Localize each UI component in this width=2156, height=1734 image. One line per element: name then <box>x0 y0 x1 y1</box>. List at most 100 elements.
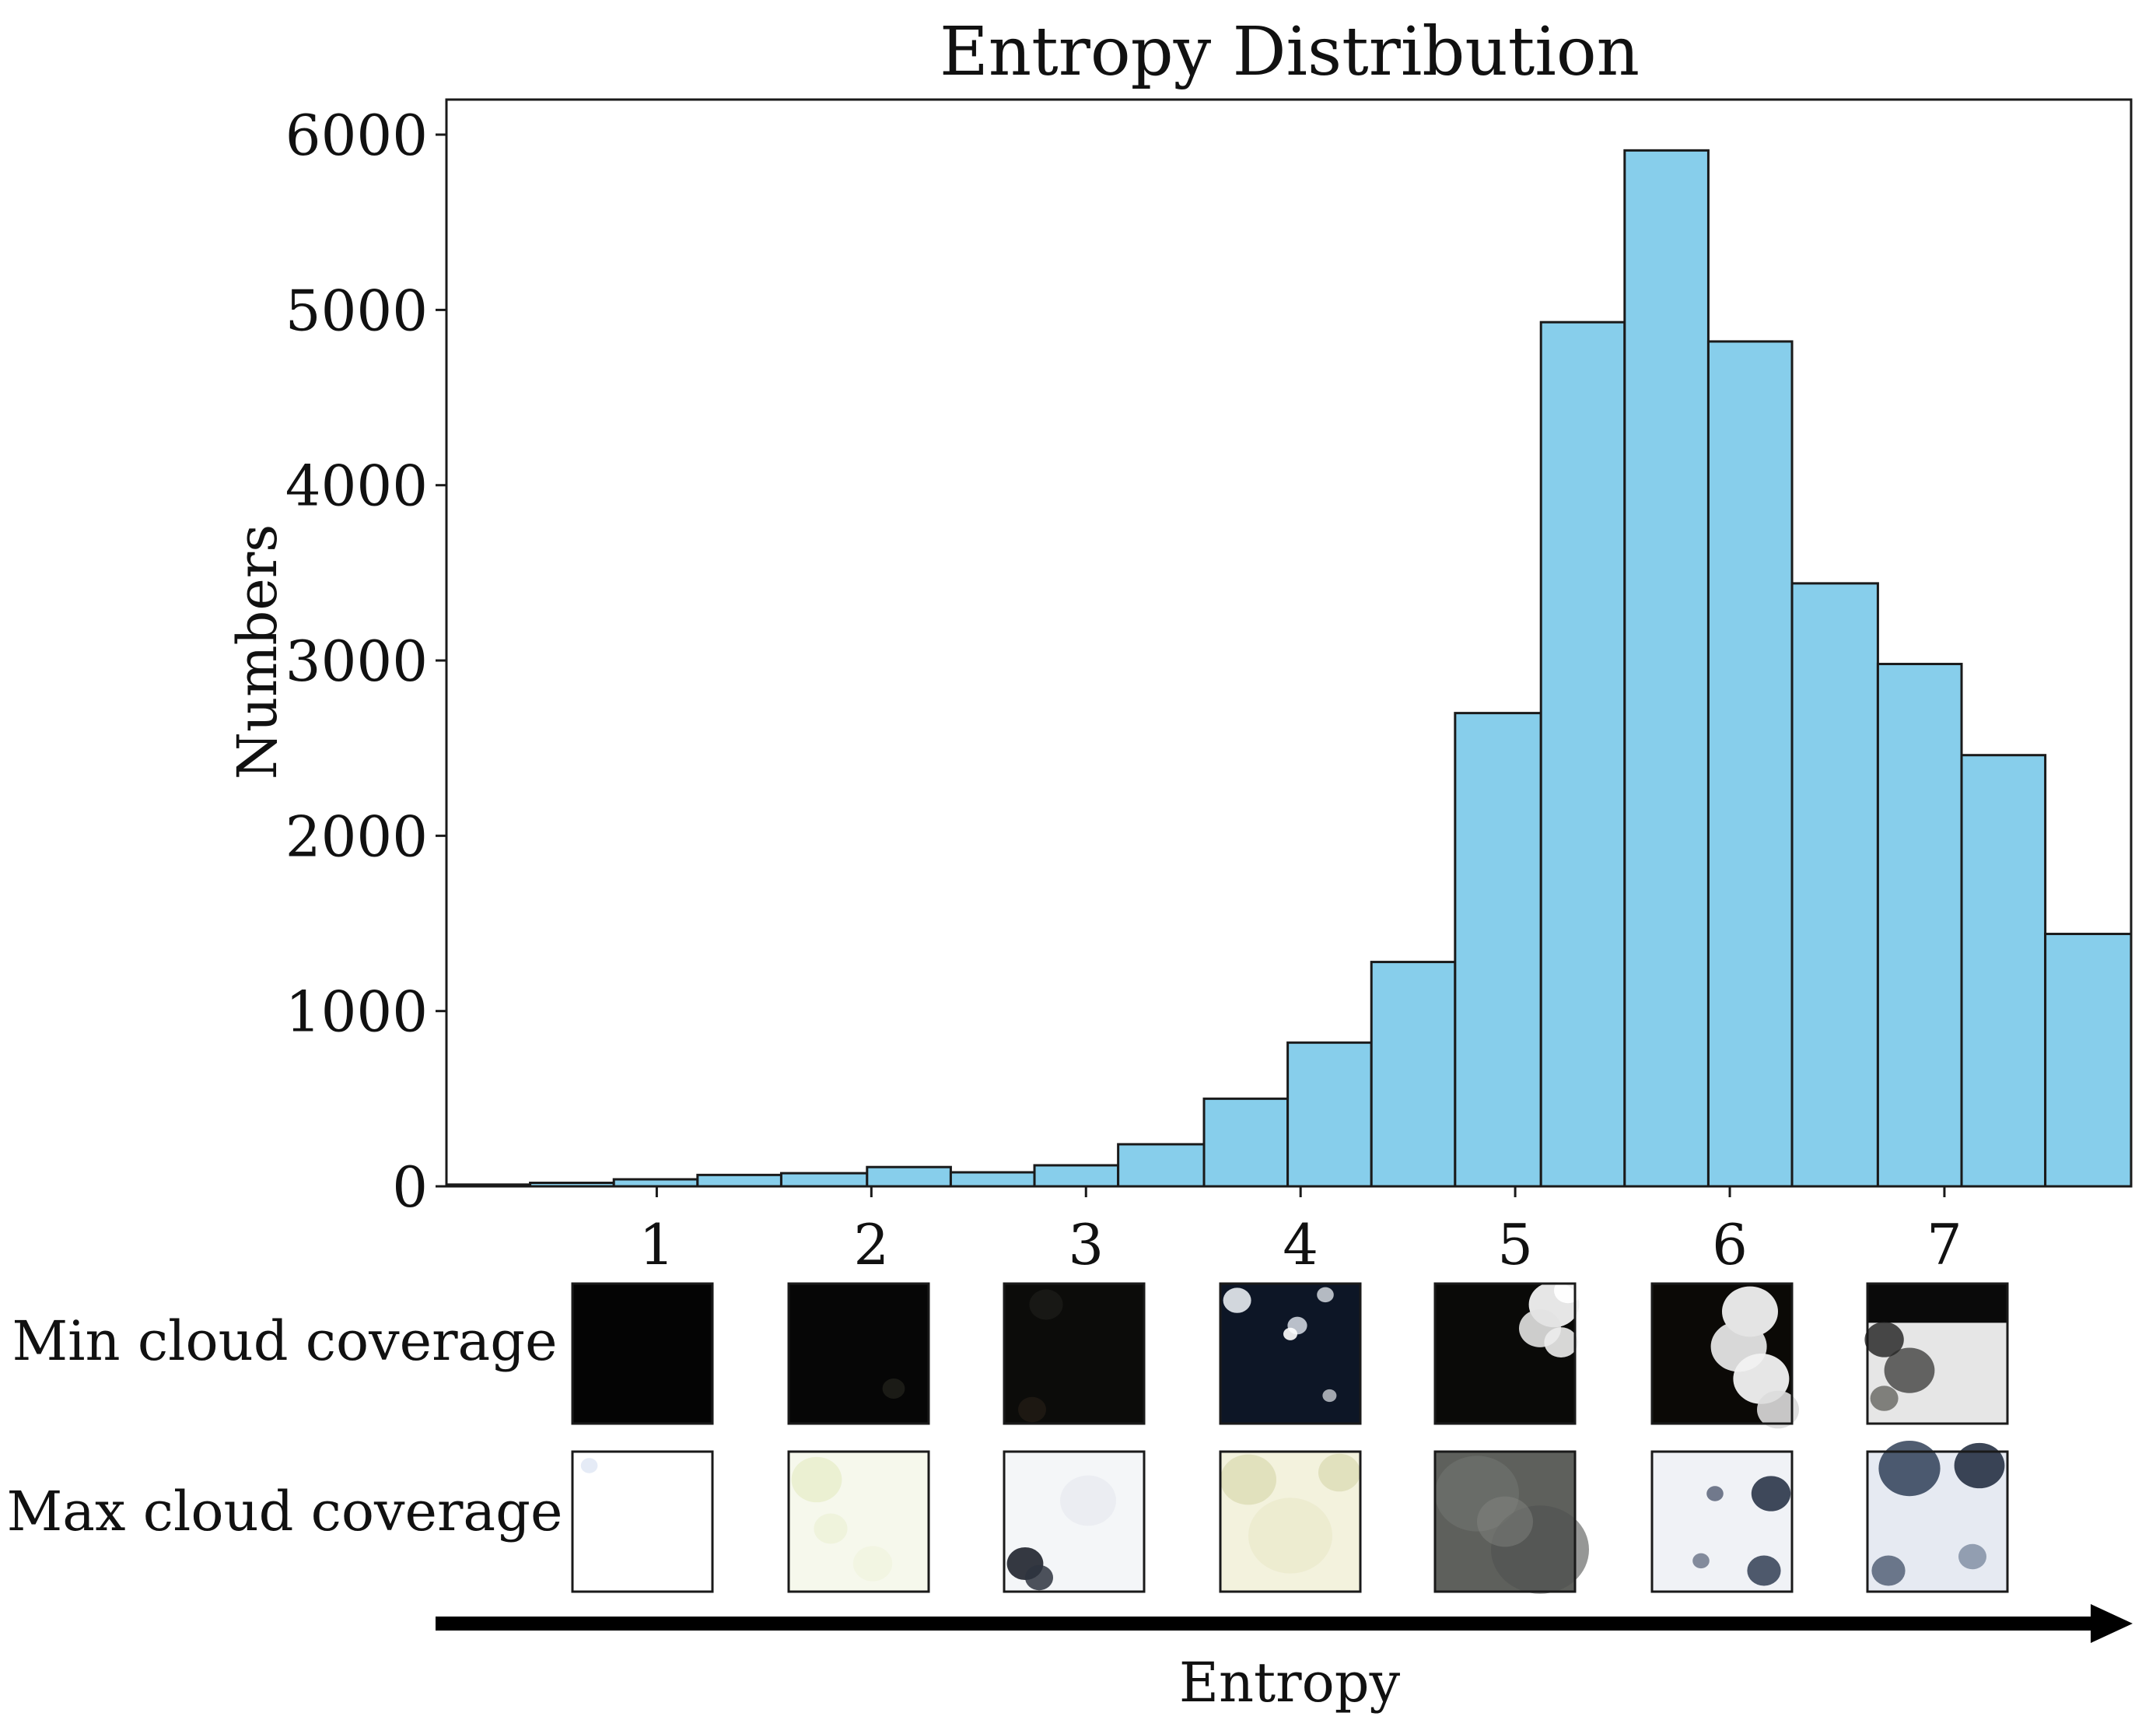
x-axis-ticks: 1 2 3 4 5 6 7 <box>639 1186 1962 1277</box>
cloud-blob <box>1692 1553 1710 1569</box>
min-cloud-thumbnail-6 <box>1650 1282 1799 1429</box>
cloud-blob <box>1025 1564 1053 1591</box>
cloud-blob <box>1884 1347 1935 1393</box>
thumbnail-border <box>1866 1450 2009 1593</box>
min-cloud-thumbnail-4 <box>1219 1282 1362 1425</box>
x-axis-label: Entropy <box>1179 1651 1401 1715</box>
thumbnail-base <box>572 1452 712 1592</box>
min-cloud-thumbnail-7 <box>1864 1282 2009 1425</box>
cloud-blob <box>1958 1543 1986 1570</box>
y-axis-ticks: 0 1000 2000 3000 4000 5000 6000 <box>285 103 446 1220</box>
y-axis-label: Numbers <box>226 524 289 779</box>
thumbnail-border <box>1866 1282 2009 1425</box>
histogram-bar-5 <box>779 1172 869 1188</box>
cloud-blob <box>1870 1385 1899 1411</box>
y-tick-label: 6000 <box>285 103 428 168</box>
thumbnail-border <box>1433 1282 1577 1425</box>
x-tick-label: 6 <box>1712 1212 1748 1277</box>
histogram-bar-20 <box>2044 933 2133 1188</box>
thumbnail-base <box>572 1284 712 1424</box>
cloud-blob <box>1871 1555 1906 1586</box>
thumbnail-border <box>1650 1282 1794 1425</box>
min-cloud-thumbnail-2 <box>787 1282 930 1425</box>
cloud-blob <box>1029 1289 1063 1320</box>
thumbnail-border <box>787 1282 930 1425</box>
cloud-blob <box>1757 1390 1799 1429</box>
histogram-bar-11 <box>1286 1041 1373 1188</box>
y-tick-label: 5000 <box>285 278 428 343</box>
cloud-blob <box>1318 1453 1360 1492</box>
max-cloud-thumbnail-1 <box>571 1450 714 1593</box>
cloud-blob <box>882 1378 905 1399</box>
cloud-blob <box>1283 1327 1297 1340</box>
chart-title: Entropy Distribution <box>940 13 1640 91</box>
thumbnail-border <box>787 1450 930 1593</box>
cloud-blob <box>1706 1486 1724 1501</box>
min-cloud-coverage-label: Min cloud coverage <box>12 1309 557 1373</box>
cloud-blob <box>1477 1496 1533 1547</box>
min-cloud-thumbnail-1 <box>571 1282 714 1425</box>
max-cloud-coverage-label: Max cloud coverage <box>7 1480 563 1543</box>
max-cloud-thumbnails <box>571 1440 2009 1594</box>
histogram-bar-16 <box>1706 340 1794 1188</box>
histogram-bar-7 <box>949 1171 1036 1188</box>
cloud-blob <box>1220 1454 1276 1505</box>
thumbnail-border <box>1219 1282 1362 1425</box>
cloud-blob <box>1554 1277 1582 1304</box>
thumbnail-base <box>789 1284 929 1424</box>
histogram-bar-4 <box>696 1173 782 1188</box>
thumbnail-border <box>571 1450 714 1593</box>
cloud-blob <box>1060 1475 1116 1526</box>
thumbnail-border <box>571 1282 714 1425</box>
cloud-blob <box>814 1513 848 1544</box>
max-cloud-thumbnail-4 <box>1219 1450 1362 1593</box>
thumbnail-border <box>1219 1450 1362 1593</box>
cloud-blob <box>1018 1396 1046 1423</box>
histogram-bar-15 <box>1623 149 1710 1188</box>
x-tick-label: 3 <box>1068 1212 1104 1277</box>
cloud-blob <box>1954 1442 2005 1489</box>
x-tick-label: 5 <box>1497 1212 1533 1277</box>
histogram-bar-19 <box>1960 754 2047 1188</box>
cloud-blob <box>791 1456 842 1503</box>
histogram-bar-6 <box>866 1165 952 1188</box>
max-cloud-thumbnail-3 <box>1003 1450 1146 1593</box>
y-tick-label: 2000 <box>285 804 428 869</box>
y-tick-label: 3000 <box>285 629 428 694</box>
x-tick-label: 2 <box>853 1212 889 1277</box>
min-cloud-thumbnail-5 <box>1433 1277 1582 1425</box>
cloud-blob <box>1491 1505 1589 1594</box>
cloud-blob <box>1223 1287 1251 1313</box>
histogram-bar-12 <box>1370 961 1457 1188</box>
cloud-blob <box>1322 1389 1337 1403</box>
max-cloud-thumbnail-7 <box>1866 1440 2009 1593</box>
y-tick-label: 1000 <box>285 979 428 1045</box>
histogram-bar-13 <box>1454 712 1542 1188</box>
thumbnail-dark-band <box>1867 1284 2007 1323</box>
cloud-blob <box>1544 1327 1578 1358</box>
x-tick-label: 7 <box>1927 1212 1962 1277</box>
cloud-blob <box>1317 1287 1334 1303</box>
cloud-blob <box>1864 1322 1904 1357</box>
y-tick-label: 0 <box>392 1154 428 1220</box>
cloud-blob <box>1435 1456 1519 1532</box>
histogram-bar-17 <box>1790 582 1879 1188</box>
thumbnail-border <box>1003 1450 1146 1593</box>
x-tick-label: 1 <box>639 1212 674 1277</box>
thumbnail-border <box>1650 1450 1794 1593</box>
histogram-bar-18 <box>1876 663 1963 1188</box>
histogram-bar-10 <box>1202 1097 1290 1188</box>
cloud-blob <box>580 1458 598 1473</box>
histogram-bar-8 <box>1033 1164 1120 1188</box>
entropy-arrow <box>436 1604 2133 1643</box>
plot-frame <box>445 98 2133 1188</box>
thumbnail-border <box>1003 1282 1146 1425</box>
cloud-blob <box>1878 1440 1941 1497</box>
cloud-blob <box>1747 1555 1781 1586</box>
min-cloud-thumbnails <box>571 1277 2009 1429</box>
y-tick-label: 4000 <box>285 454 428 519</box>
histogram-bar-9 <box>1117 1143 1206 1188</box>
histogram-bar-14 <box>1539 321 1626 1188</box>
entropy-arrow-head <box>2091 1604 2133 1643</box>
